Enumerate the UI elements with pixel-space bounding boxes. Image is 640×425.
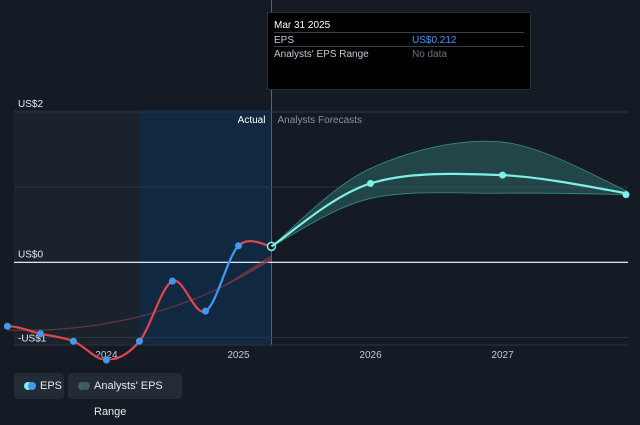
past-trend-line <box>7 258 272 331</box>
legend-item-range[interactable]: Analysts' EPS Range <box>68 373 182 418</box>
eps-point-2 <box>36 330 44 338</box>
x-tick-label-2: 2026 <box>359 350 382 361</box>
tooltip-row-eps: EPS US$0.212 <box>274 32 524 47</box>
legend-eps-label: EPS <box>40 380 63 392</box>
tooltip-eps-value: US$0.212 <box>412 35 457 46</box>
x-tick-label-3: 2027 <box>491 350 514 361</box>
y-tick-label-2: -US$1 <box>18 333 47 344</box>
eps-legend-icon-secondary <box>28 382 36 390</box>
past-trend-wedge <box>218 254 272 289</box>
tooltip-range-label: Analysts' EPS Range <box>274 49 369 60</box>
eps-point-4 <box>102 356 110 364</box>
forecast-point-2 <box>499 171 507 179</box>
eps-chart: US$2 US$0 -US$1 2024 2025 2026 2027 Actual Analy… <box>3 0 630 364</box>
eps-point-6 <box>168 277 176 285</box>
y-tick-label-0: US$2 <box>18 99 43 110</box>
forecast-point-1 <box>367 179 375 187</box>
tooltip-range-value: No data <box>412 49 448 60</box>
eps-segment-5 <box>138 280 174 342</box>
actual-label: Actual <box>238 115 266 126</box>
forecast-line <box>270 172 628 248</box>
tooltip-eps-label: EPS <box>274 35 295 46</box>
eps-point-1 <box>3 322 11 330</box>
tooltip-row-range: Analysts' EPS Range No data <box>274 46 524 61</box>
eps-point-3 <box>69 337 77 345</box>
forecast-label: Analysts Forecasts <box>277 115 361 126</box>
eps-point-5 <box>135 337 143 345</box>
eps-segment-7 <box>204 245 240 313</box>
eps-point-7 <box>201 307 209 315</box>
y-tick-label-1: US$0 <box>18 249 43 260</box>
forecast-point-3 <box>622 191 630 199</box>
x-tick-label-1: 2025 <box>227 350 250 361</box>
tooltip-date: Mar 31 2025 <box>274 20 331 31</box>
x-tick-label-0: 2024 <box>95 350 118 361</box>
range-legend-icon-secondary <box>82 382 90 390</box>
tooltip: Mar 31 2025 EPS US$0.212 Analysts' EPS R… <box>267 12 531 90</box>
actual-band <box>139 110 272 345</box>
eps-point-8 <box>234 242 242 250</box>
eps-range-band <box>271 140 628 247</box>
legend-item-eps[interactable]: EPS <box>14 373 64 399</box>
